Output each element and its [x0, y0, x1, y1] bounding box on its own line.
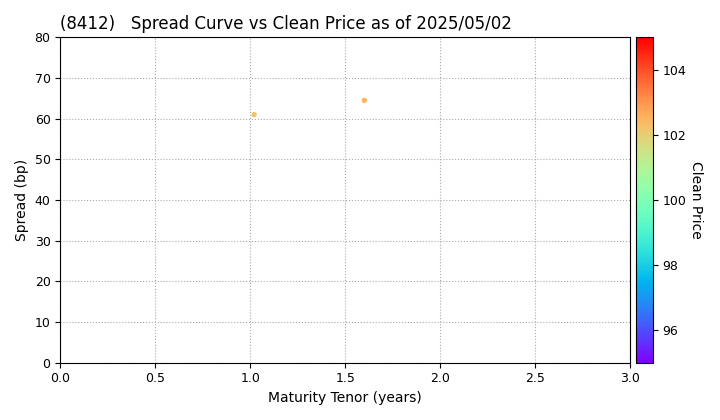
Text: (8412)   Spread Curve vs Clean Price as of 2025/05/02: (8412) Spread Curve vs Clean Price as of… [60, 15, 512, 33]
Point [248, 111, 260, 118]
Y-axis label: Spread (bp): Spread (bp) [15, 159, 29, 241]
Y-axis label: Clean Price: Clean Price [689, 161, 703, 239]
Point [359, 97, 370, 104]
X-axis label: Maturity Tenor (years): Maturity Tenor (years) [269, 391, 422, 405]
